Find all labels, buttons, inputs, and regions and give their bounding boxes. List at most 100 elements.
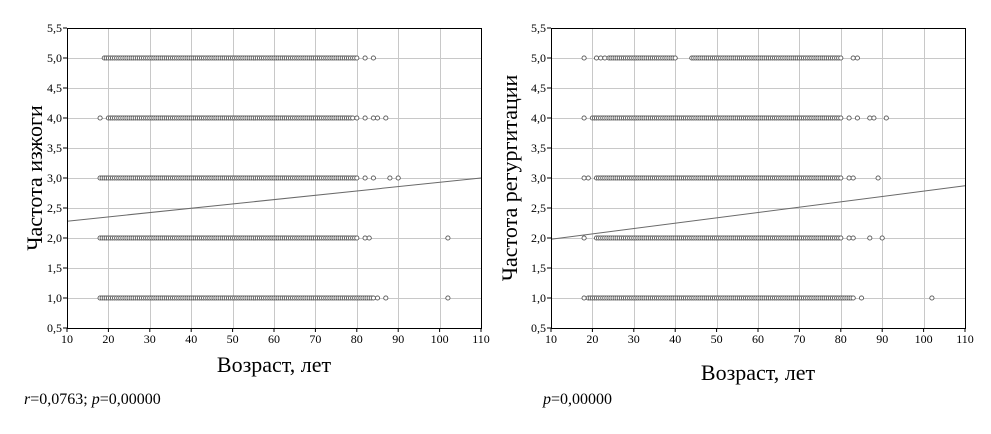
data-point	[858, 295, 865, 301]
chart-regurgitation: 10 20 30 40 50 60 70 80 90 100 110 0,5 1,0 1,5 2,0 2,5 3…	[497, 21, 974, 408]
stat-annotation: r=0,0763; p=0,00000	[24, 391, 161, 408]
y-tick-label: 5,0	[47, 51, 62, 65]
data-point	[593, 55, 600, 61]
data-point	[374, 295, 381, 301]
data-point	[370, 55, 376, 61]
stat-annotation: p=0,00000	[542, 391, 612, 408]
x-tick-label: 30	[144, 332, 156, 346]
data-point	[581, 55, 587, 61]
data-point	[97, 115, 103, 121]
y-tick-label: 3,5	[531, 141, 546, 155]
data-point	[370, 175, 376, 181]
data-point	[850, 175, 856, 181]
plot-frame	[67, 28, 482, 329]
x-tick-label: 70	[793, 332, 805, 346]
y-tick-label: 2,0	[531, 231, 546, 245]
data-point	[362, 175, 368, 181]
data-point	[354, 55, 360, 61]
data-point	[387, 175, 393, 181]
x-axis-label: Возраст, лет	[701, 360, 816, 385]
data-point	[838, 115, 844, 121]
data-point	[875, 175, 881, 181]
y-tick-label: 1,0	[531, 291, 546, 305]
data-point	[846, 175, 852, 181]
data-point	[929, 295, 935, 301]
data-point	[581, 175, 587, 181]
scatter-points	[581, 55, 935, 301]
x-tick-label: 10	[545, 332, 557, 346]
y-tick-label: 2,5	[531, 201, 546, 215]
data-point	[850, 235, 856, 241]
data-point	[370, 295, 376, 301]
x-tick-label: 80	[351, 332, 363, 346]
y-tick-label: 5,5	[47, 21, 62, 35]
data-point	[354, 175, 360, 181]
data-point	[581, 115, 587, 121]
x-tick-label: 50	[227, 332, 239, 346]
data-point	[854, 115, 860, 121]
x-tick-label: 60	[752, 332, 764, 346]
x-tick-label: 30	[628, 332, 640, 346]
x-tick-label: 50	[711, 332, 723, 346]
data-point	[581, 235, 587, 241]
data-point	[370, 115, 376, 121]
r-symbol: r	[24, 391, 31, 408]
y-axis-label: Частота изжоги	[22, 105, 47, 251]
data-point	[838, 235, 844, 241]
x-tick-label: 40	[185, 332, 197, 346]
data-point	[598, 55, 604, 61]
data-point	[585, 175, 591, 181]
x-tick-label: 80	[835, 332, 847, 346]
data-point	[871, 115, 877, 121]
data-point	[445, 235, 451, 241]
y-tick-label: 2,5	[47, 201, 62, 215]
data-point	[362, 235, 368, 241]
x-tick-label: 70	[309, 332, 321, 346]
x-tick-label: 110	[956, 332, 974, 346]
data-point	[846, 115, 852, 121]
y-tick-label: 3,0	[47, 171, 62, 185]
x-tick-label: 40	[669, 332, 681, 346]
y-tick-label: 3,0	[531, 171, 546, 185]
y-tick-label: 4,5	[531, 81, 546, 95]
data-point	[838, 55, 844, 61]
y-tick-label: 4,0	[47, 111, 62, 125]
y-tick-label: 1,5	[531, 261, 546, 275]
data-point	[350, 115, 356, 121]
data-point	[366, 235, 372, 241]
regression-line	[550, 185, 966, 240]
x-tick-label: 110	[472, 332, 490, 346]
data-point	[383, 115, 389, 121]
y-tick-label: 1,0	[47, 291, 62, 305]
x-axis-label: Возраст, лет	[217, 352, 332, 377]
x-tick-label: 10	[61, 332, 73, 346]
p-value: =0,00000	[551, 391, 612, 408]
data-point	[383, 295, 389, 301]
data-point	[846, 235, 852, 241]
p-symbol: p	[542, 391, 551, 408]
y-tick-label: 4,0	[531, 111, 546, 125]
x-tick-label: 90	[392, 332, 404, 346]
data-point	[879, 235, 885, 241]
data-point	[838, 175, 844, 181]
data-point	[362, 55, 368, 61]
data-point	[850, 55, 856, 61]
y-tick-label: 5,5	[531, 21, 546, 35]
x-tick-label: 100	[431, 332, 449, 346]
data-point	[445, 295, 451, 301]
data-point	[850, 295, 856, 301]
y-tick-label: 3,5	[47, 141, 62, 155]
y-axis-label: Частота регургитации	[497, 74, 522, 281]
p-value: =0,00000	[100, 391, 161, 408]
data-point	[374, 115, 381, 121]
data-point	[854, 55, 860, 61]
data-point	[883, 115, 889, 121]
y-tick-label: 0,5	[47, 321, 62, 335]
regression-line	[66, 177, 482, 222]
data-point	[672, 55, 678, 61]
x-tick-label: 20	[586, 332, 598, 346]
data-point	[602, 55, 608, 61]
data-point	[867, 235, 873, 241]
data-point	[581, 295, 587, 301]
